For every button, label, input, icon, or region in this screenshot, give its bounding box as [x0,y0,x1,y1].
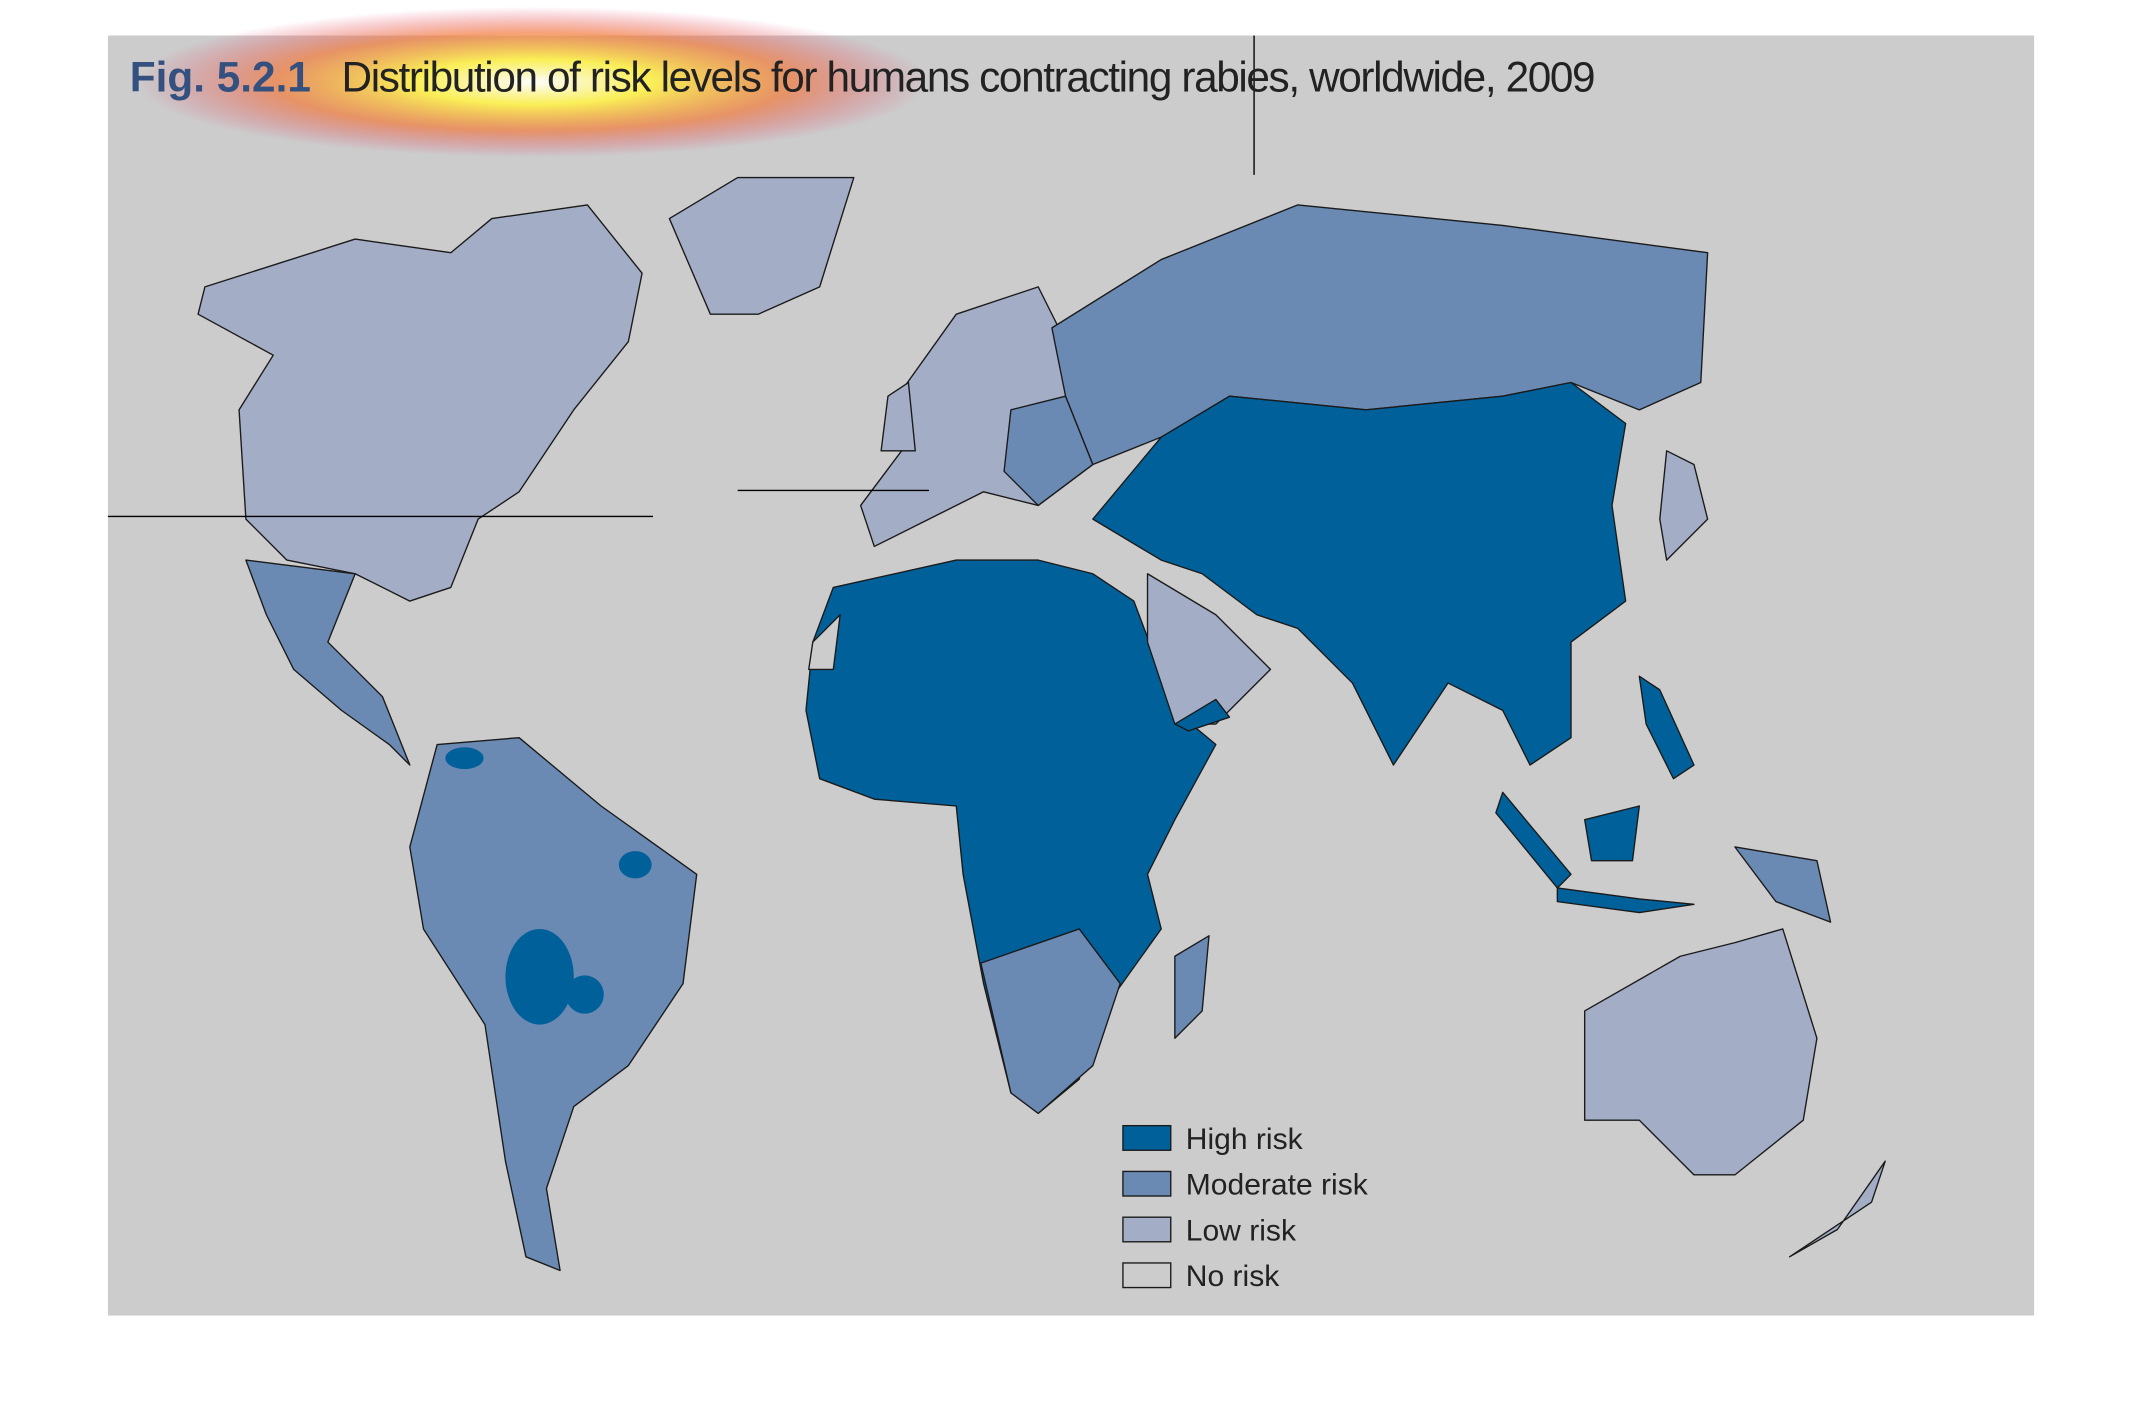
legend-label: No risk [1186,1260,1280,1293]
southern-africa [980,928,1121,1115]
arabia [1146,573,1272,725]
high-zone [565,975,604,1014]
new-zealand [1788,1160,1886,1258]
high-zone [618,851,652,879]
uk [880,381,916,452]
heatmap-overlay [136,6,929,158]
legend-label: Moderate risk [1186,1169,1369,1202]
legend-swatch [1122,1216,1172,1243]
asia [1092,381,1627,766]
australia [1583,928,1818,1176]
legend-swatch [1122,1124,1172,1151]
java [1556,887,1695,914]
legend-label: High risk [1186,1123,1304,1156]
philippines [1638,675,1695,780]
map-canvas: Fig. 5.2.1 Distribution of risk levels f… [107,6,2035,1316]
western-sahara [808,614,841,671]
japan [1659,450,1709,561]
eastern-europe [1003,395,1094,507]
figure-number: Fig. 5.2.1 [130,54,311,101]
legend: High risk Moderate risk Low risk No risk [1122,1123,1369,1293]
greenland [668,176,855,315]
high-zone [505,928,574,1025]
legend-swatch [1122,1262,1172,1289]
figure-title: Distribution of risk levels for humans c… [342,54,1596,101]
high-zone [445,747,484,770]
central-america [245,559,411,766]
madagascar [1174,935,1210,1039]
new-guinea [1734,846,1832,923]
legend-swatch [1122,1170,1172,1197]
landmasses [197,176,1886,1272]
legend-label: Low risk [1186,1214,1297,1247]
borneo [1583,805,1641,862]
yemen [1174,698,1231,732]
north-america [197,204,643,602]
